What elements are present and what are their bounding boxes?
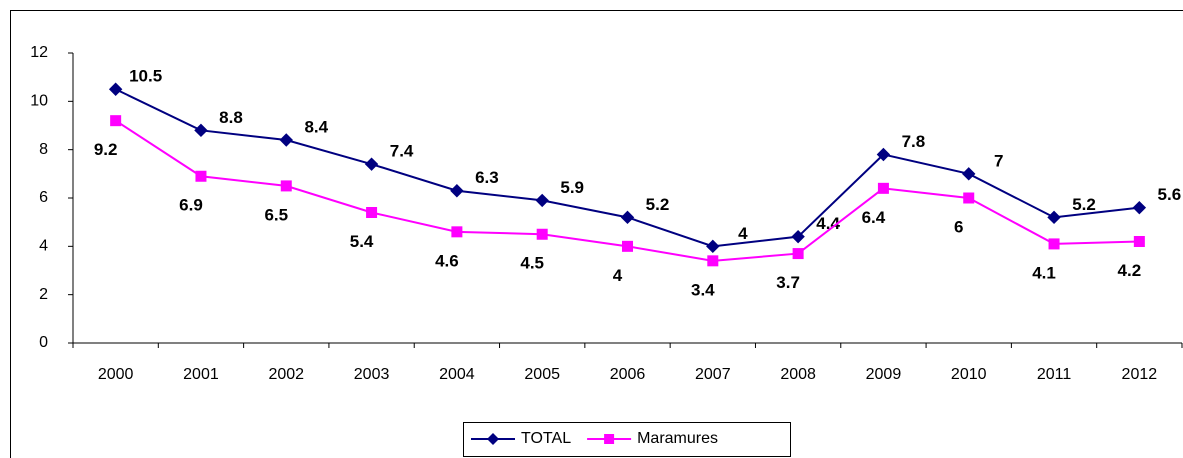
point: [451, 226, 463, 238]
y-tick-label: 12: [30, 44, 48, 61]
x-tick-label: 2011: [1037, 366, 1072, 383]
x-tick-label: 2004: [439, 366, 475, 383]
legend-label: TOTAL: [521, 430, 571, 447]
data-label: 7.4: [390, 142, 414, 161]
point: [1132, 200, 1147, 215]
data-label: 4: [613, 266, 623, 285]
point: [364, 157, 379, 171]
legend-symbol: [604, 434, 615, 444]
data-label: 4: [738, 224, 748, 243]
point: [535, 193, 549, 208]
x-tick-label: 2009: [866, 366, 902, 383]
data-label: 8.8: [219, 108, 243, 127]
data-label: 6.9: [179, 196, 203, 215]
point: [194, 123, 208, 138]
x-tick-label: 2002: [268, 366, 304, 383]
point: [366, 207, 378, 218]
data-label: 5.4: [350, 232, 374, 251]
data-label: 8.4: [304, 117, 328, 136]
point: [791, 229, 805, 244]
legend-marker: [604, 434, 615, 444]
point: [963, 192, 975, 204]
point: [620, 210, 635, 225]
data-label: 6: [954, 217, 963, 236]
point: [108, 82, 123, 96]
point: [1133, 236, 1145, 247]
point: [195, 170, 207, 182]
point: [877, 182, 889, 194]
point: [792, 248, 804, 260]
x-tick-label: 2000: [98, 366, 134, 383]
data-label: 4.4: [816, 214, 840, 233]
legend-marker: [487, 433, 499, 445]
data-label: 10.5: [129, 67, 162, 86]
x-tick-label: 2006: [610, 366, 646, 383]
x-tick-label: 2010: [951, 366, 987, 383]
data-label: 5.2: [646, 195, 670, 214]
x-tick-label: 2001: [183, 366, 219, 383]
point: [706, 239, 720, 254]
x-tick-label: 2005: [524, 366, 560, 383]
data-label: 4.2: [1118, 261, 1142, 280]
chart-border: [10, 10, 1183, 458]
point: [450, 184, 464, 198]
point: [110, 115, 122, 127]
x-tick-label: 2012: [1122, 366, 1158, 383]
point: [280, 180, 292, 192]
legend-symbol: [487, 433, 499, 445]
data-label: 3.7: [776, 273, 800, 292]
data-label: 4.6: [435, 251, 459, 270]
y-tick-label: 4: [39, 238, 48, 255]
data-label: 6.3: [475, 168, 499, 187]
data-label: 3.4: [691, 280, 715, 299]
point: [279, 133, 293, 147]
point: [876, 147, 891, 162]
y-tick-label: 8: [39, 141, 48, 158]
data-label: 5.6: [1158, 185, 1182, 204]
point: [1048, 238, 1060, 250]
y-tick-label: 10: [30, 93, 48, 110]
point: [962, 167, 976, 181]
point: [707, 255, 719, 267]
y-tick-label: 2: [39, 286, 48, 303]
x-tick-label: 2003: [354, 366, 390, 383]
y-tick-label: 6: [39, 189, 48, 206]
point: [536, 228, 548, 240]
legend-label: Maramures: [637, 430, 718, 447]
data-label: 4.1: [1032, 263, 1056, 282]
data-label: 4.5: [520, 254, 544, 273]
x-tick-label: 2007: [695, 366, 731, 383]
y-tick-label: 0: [39, 334, 48, 351]
data-label: 5.9: [560, 178, 584, 197]
series: 9.2 6.9 6.5 5.4 4.6 4.5 4 3.4 3.7 6.4 6 4.1 4.2: [94, 115, 1145, 299]
data-label: 9.2: [94, 140, 118, 159]
series: 10.5 8.8 8.4 7.4 6.3 5.9 5.2 4 4.4 7.8 7 5.2 5.6: [108, 67, 1182, 254]
x-tick-label: 2008: [780, 366, 816, 383]
data-label: 6.5: [264, 205, 288, 224]
data-label: 6.4: [862, 208, 886, 227]
series-line: [115, 119, 1140, 262]
data-label: 5.2: [1072, 195, 1096, 214]
data-label: 7: [994, 151, 1003, 170]
data-label: 7.8: [902, 132, 926, 151]
point: [1047, 210, 1061, 225]
point: [622, 240, 633, 252]
